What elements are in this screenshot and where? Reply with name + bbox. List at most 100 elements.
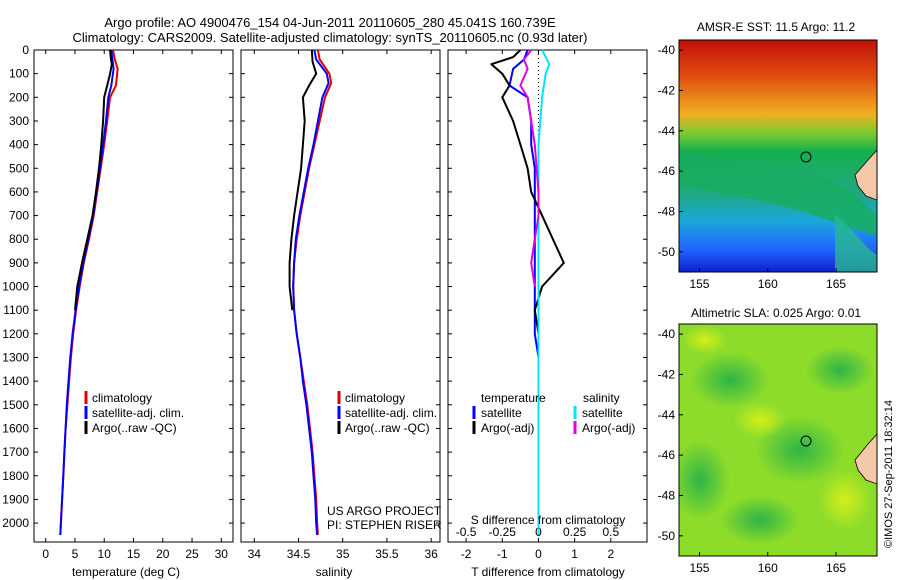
- sla-high: [683, 326, 727, 354]
- lat-tick-label: -46: [658, 448, 676, 462]
- sla-land: [854, 433, 877, 485]
- series-line-argo-raw-qc: [288, 49, 318, 311]
- depth-tick-label: 1100: [3, 303, 29, 317]
- sst-land: [854, 149, 877, 201]
- legend-label-argo: Argo(..raw -QC): [345, 421, 430, 435]
- depth-tick-label: 1000: [2, 280, 29, 294]
- credit-line-2: PI: STEPHEN RISER: [327, 518, 442, 532]
- sla-map-title: Altimetric SLA: 0.025 Argo: 0.01: [691, 306, 861, 320]
- legend-label-s-satellite: satellite: [582, 406, 623, 420]
- s-diff-tick-label: -0.25: [489, 525, 517, 539]
- x-tick-label: 0: [42, 547, 49, 561]
- x-tick-label: 20: [156, 547, 170, 561]
- sst-map-image: [679, 40, 877, 272]
- depth-tick-label: 1800: [2, 469, 29, 483]
- x-tick-label: 30: [215, 547, 229, 561]
- depth-tick-label: 400: [9, 138, 29, 152]
- salinity-legend: climatology satellite-adj. clim. Argo(..…: [337, 391, 437, 435]
- lat-tick-label: -42: [658, 83, 676, 97]
- depth-tick-label: 600: [9, 185, 29, 199]
- legend-temperature-title: temperature: [481, 391, 546, 405]
- lon-tick-label: 165: [826, 561, 846, 575]
- header-line-2: Climatology: CARS2009. Satellite-adjuste…: [73, 30, 588, 45]
- x-tick-label: 2: [607, 547, 614, 561]
- legend-label-s-argo: Argo(-adj): [582, 421, 635, 435]
- series-line-argo-raw-qc: [74, 49, 113, 311]
- depth-tick-label: 1900: [2, 492, 29, 506]
- salinity-panel-frame: [240, 49, 441, 543]
- sst-front-band: [679, 150, 877, 235]
- depth-tick-label: 1200: [2, 327, 29, 341]
- series-line-satellite-adj-clim: [292, 49, 330, 535]
- lon-tick-label: 155: [689, 277, 709, 291]
- sla-eddy: [720, 496, 800, 544]
- legend-label-argo: Argo(..raw -QC): [92, 421, 177, 435]
- header-line-1: Argo profile: AO 4900476_154 04-Jun-2011…: [104, 15, 556, 30]
- lat-tick-label: -48: [658, 488, 676, 502]
- depth-tick-label: 1700: [2, 445, 29, 459]
- sla-eddy: [690, 352, 770, 408]
- lon-tick-label: 160: [758, 561, 778, 575]
- legend-label-satellite: satellite-adj. clim.: [345, 406, 437, 420]
- x-tick-label: 15: [127, 547, 141, 561]
- temperature-axis-label: temperature (deg C): [72, 565, 180, 579]
- depth-tick-label: 300: [9, 114, 29, 128]
- s-diff-tick-label: 0.25: [563, 525, 587, 539]
- lat-tick-label: -40: [658, 43, 676, 57]
- sst-southeast-patch: [835, 215, 877, 272]
- x-tick-label: 0: [535, 547, 542, 561]
- depth-tick-label: 1400: [2, 374, 29, 388]
- temperature-panel-frame: [33, 49, 234, 543]
- sla-argo-marker: [800, 435, 812, 447]
- series-line-s-argo-adj: [519, 49, 540, 287]
- lat-tick-label: -40: [658, 327, 676, 341]
- depth-tick-label: 0: [22, 43, 29, 57]
- s-diff-tick-label: -0.5: [456, 525, 477, 539]
- sla-high: [819, 470, 871, 530]
- lon-tick-label: 155: [689, 561, 709, 575]
- depth-tick-label: 200: [9, 90, 29, 104]
- series-line-satellite-adj-clim: [59, 49, 115, 535]
- lat-tick-label: -50: [658, 529, 676, 543]
- lat-tick-label: -46: [658, 164, 676, 178]
- legend-label-climatology: climatology: [92, 391, 152, 405]
- x-tick-label: 10: [98, 547, 112, 561]
- lat-tick-label: -42: [658, 367, 676, 381]
- profile-lines-layer: [59, 49, 565, 535]
- x-tick-label: -1: [497, 547, 508, 561]
- x-tick-label: -2: [461, 547, 472, 561]
- lat-tick-label: -48: [658, 204, 676, 218]
- difference-legend: temperature salinity satellite Argo(-adj…: [472, 391, 635, 435]
- depth-tick-label: 1600: [2, 421, 29, 435]
- lat-tick-label: -50: [658, 245, 676, 259]
- sst-map-title: AMSR-E SST: 11.5 Argo: 11.2: [697, 20, 856, 34]
- x-tick-label: 34: [248, 547, 262, 561]
- depth-tick-label: 100: [9, 67, 29, 81]
- sla-eddy: [679, 440, 730, 520]
- legend-label-climatology: climatology: [345, 391, 405, 405]
- sst-argo-marker: [800, 151, 812, 163]
- x-tick-label: 5: [72, 547, 79, 561]
- s-diff-tick-label: 0.5: [602, 525, 619, 539]
- depth-tick-label: 1500: [2, 398, 29, 412]
- legend-salinity-title: salinity: [583, 391, 620, 405]
- x-tick-label: 36: [424, 547, 438, 561]
- x-tick-label: 1: [571, 547, 578, 561]
- depth-tick-label: 900: [9, 256, 29, 270]
- legend-label-t-satellite: satellite: [481, 406, 522, 420]
- t-difference-axis-label: T difference from climatology: [471, 565, 625, 579]
- sla-map-frame: [678, 323, 878, 557]
- x-tick-label: 35.5: [375, 547, 399, 561]
- lat-tick-label: -44: [658, 408, 676, 422]
- depth-tick-label: 1300: [2, 351, 29, 365]
- credit-line-1: US ARGO PROJECT: [327, 504, 442, 518]
- sst-map-frame: [678, 39, 878, 273]
- depth-tick-label: 700: [9, 209, 29, 223]
- sla-high: [734, 402, 786, 438]
- s-difference-axis-label: S difference from climatology: [471, 513, 626, 527]
- lon-tick-label: 165: [826, 277, 846, 291]
- imos-stamp: ©IMOS 27-Sep-2011 18:32:14: [883, 400, 895, 548]
- lat-tick-label: -44: [658, 124, 676, 138]
- series-line-s-satellite: [537, 49, 551, 535]
